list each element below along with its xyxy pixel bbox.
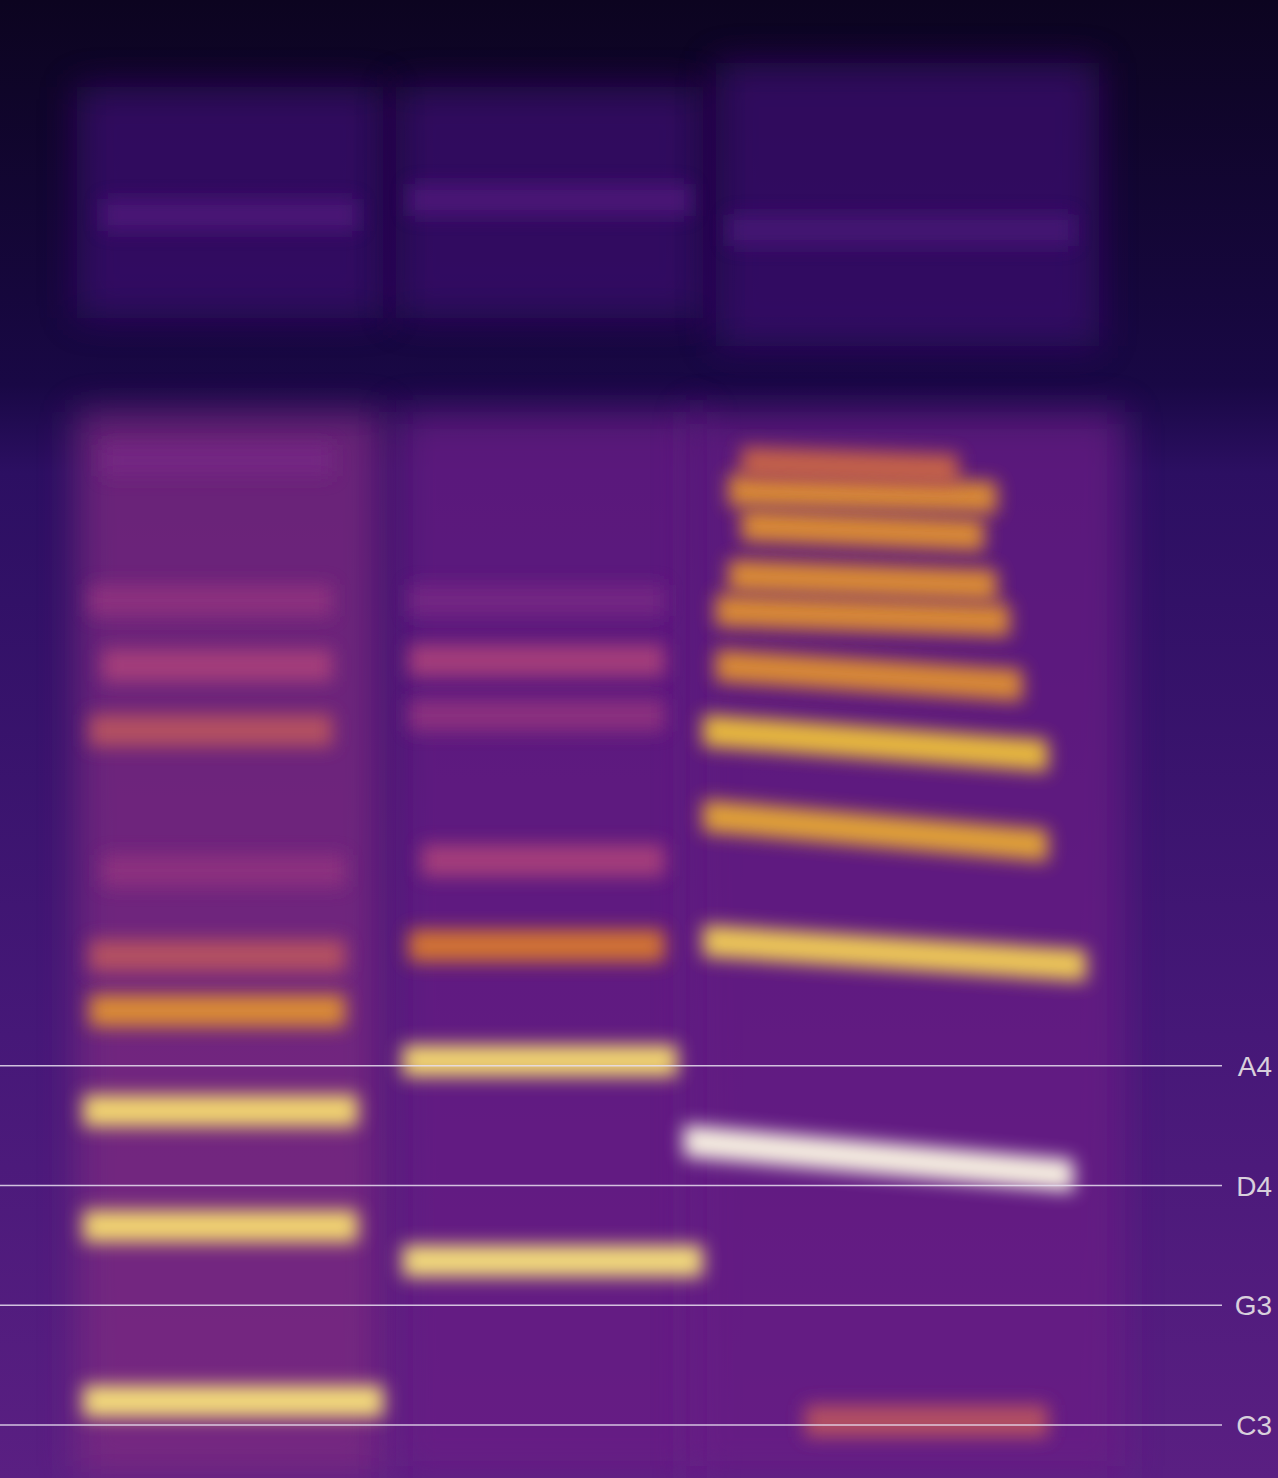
partial bbox=[805, 1405, 1048, 1437]
grid-line bbox=[0, 1424, 1222, 1426]
partial bbox=[89, 584, 332, 616]
partial bbox=[83, 1095, 358, 1127]
partial bbox=[83, 1385, 383, 1417]
partial bbox=[102, 855, 345, 887]
partial bbox=[728, 214, 1073, 246]
partial bbox=[102, 650, 332, 682]
energy-band bbox=[396, 412, 703, 1478]
partial bbox=[409, 584, 665, 616]
partial bbox=[703, 715, 1048, 772]
partial bbox=[422, 845, 665, 877]
partial bbox=[102, 199, 358, 231]
partial bbox=[89, 995, 345, 1027]
partial bbox=[409, 645, 665, 677]
tick-label: A4 bbox=[1238, 1051, 1272, 1082]
spectrogram: C3 G3 D4 A4 bbox=[0, 0, 1278, 1478]
energy-band bbox=[716, 63, 1099, 346]
tick-label: C3 bbox=[1236, 1410, 1272, 1441]
partial bbox=[89, 940, 345, 972]
partial bbox=[703, 800, 1048, 862]
partial bbox=[403, 1245, 703, 1277]
partial bbox=[83, 1210, 358, 1242]
partial bbox=[703, 925, 1086, 982]
partial bbox=[403, 1045, 678, 1077]
partial bbox=[741, 509, 984, 551]
partial bbox=[409, 930, 665, 962]
partial bbox=[409, 184, 690, 216]
energy-band bbox=[396, 87, 703, 318]
grid-line bbox=[0, 1185, 1222, 1187]
grid-line bbox=[0, 1065, 1222, 1067]
partial bbox=[716, 650, 1023, 702]
partial bbox=[89, 715, 332, 747]
plot-area bbox=[77, 63, 1125, 1478]
partial bbox=[409, 699, 665, 731]
grid-line bbox=[0, 1305, 1222, 1307]
energy-band bbox=[77, 412, 384, 1478]
partial bbox=[728, 559, 996, 601]
energy-band bbox=[77, 87, 384, 318]
tick-label: G3 bbox=[1235, 1290, 1272, 1321]
plot-background bbox=[0, 0, 1278, 1478]
partial bbox=[684, 1125, 1074, 1192]
partial bbox=[716, 595, 1010, 637]
partial bbox=[102, 444, 332, 476]
tick-label: D4 bbox=[1236, 1171, 1272, 1202]
energy-band bbox=[690, 412, 1125, 1478]
partial bbox=[741, 446, 958, 486]
